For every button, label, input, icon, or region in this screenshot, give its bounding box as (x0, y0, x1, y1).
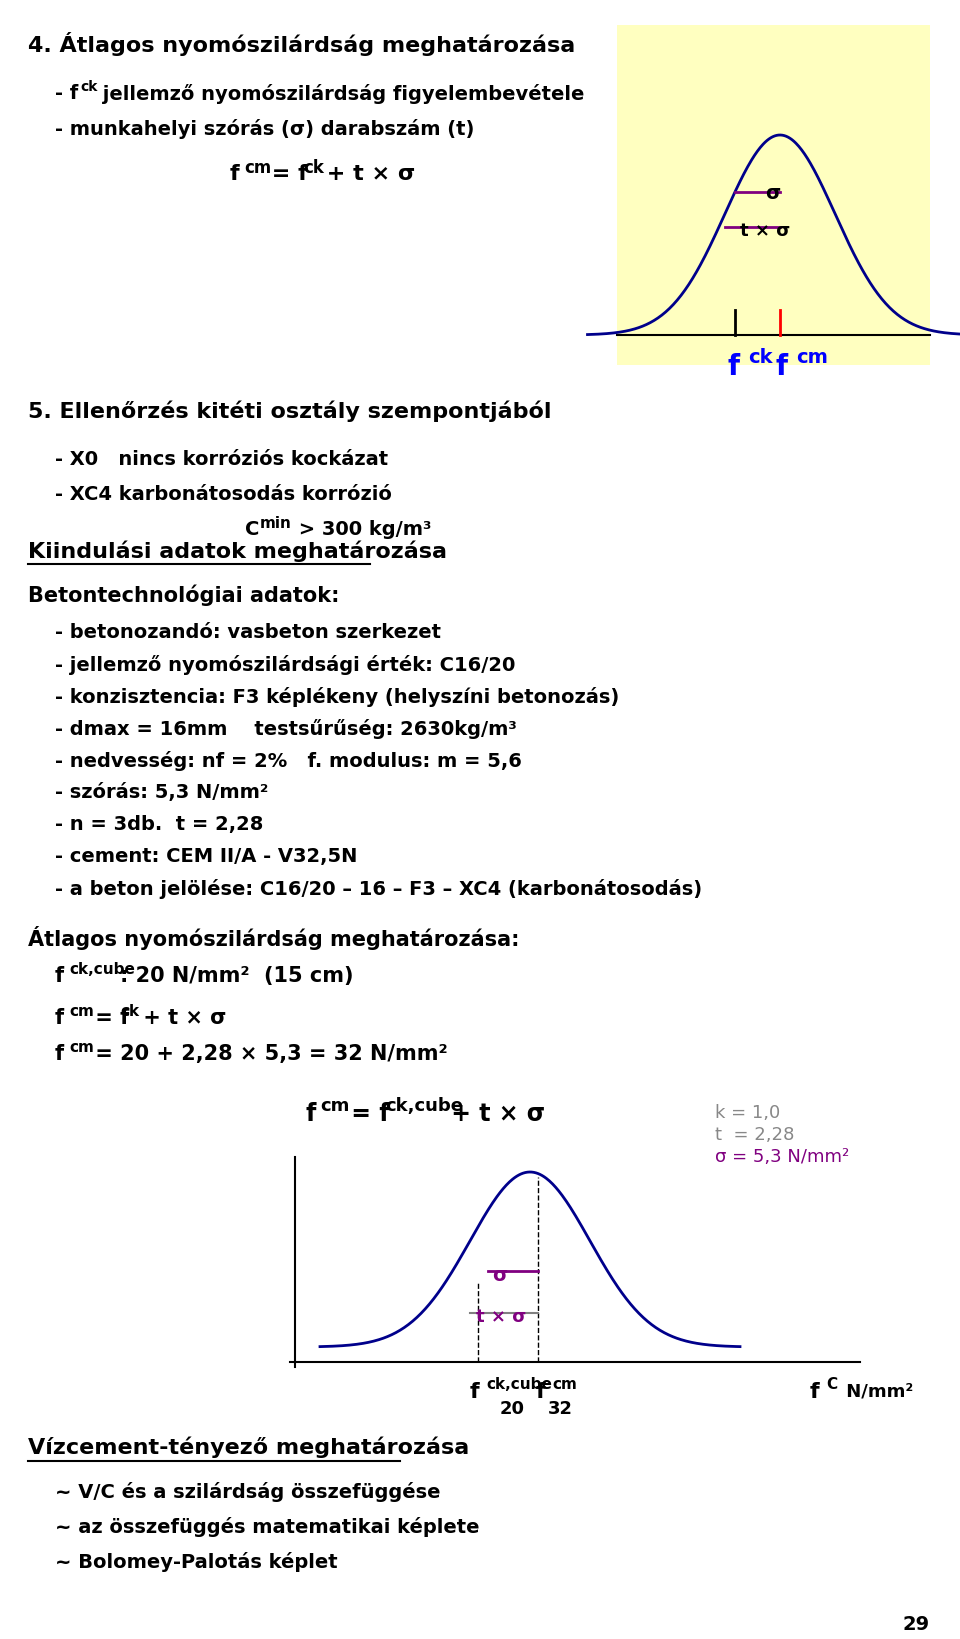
Text: - X0   nincs korróziós kockázat: - X0 nincs korróziós kockázat (55, 451, 388, 469)
Text: N/mm²: N/mm² (840, 1382, 913, 1400)
Text: - jellemző nyomószilárdsági érték: C16/20: - jellemző nyomószilárdsági érték: C16/2… (55, 656, 516, 675)
Text: ~ az összefüggés matematikai képlete: ~ az összefüggés matematikai képlete (55, 1518, 479, 1537)
Text: k = 1,0: k = 1,0 (715, 1105, 780, 1123)
Text: t × σ: t × σ (476, 1308, 526, 1326)
Text: 4. Átlagos nyomószilárdság meghatározása: 4. Átlagos nyomószilárdság meghatározása (28, 33, 575, 56)
Text: f: f (55, 1044, 64, 1064)
Text: f: f (727, 352, 739, 380)
Text: - cement: CEM II/A - V32,5N: - cement: CEM II/A - V32,5N (55, 847, 357, 865)
Text: t  = 2,28: t = 2,28 (715, 1126, 794, 1144)
Text: ck: ck (80, 80, 97, 93)
Text: > 300 kg/m³: > 300 kg/m³ (292, 520, 431, 539)
Text: 29: 29 (902, 1614, 930, 1634)
Text: σ: σ (765, 184, 780, 203)
Text: + t × σ: + t × σ (443, 1101, 545, 1126)
Text: - a beton jelölése: C16/20 – 16 – F3 – XC4 (karbonátosodás): - a beton jelölése: C16/20 – 16 – F3 – X… (55, 879, 702, 900)
Text: C: C (245, 520, 259, 539)
Text: - nedvesség: nf = 2%   f. modulus: m = 5,6: - nedvesség: nf = 2% f. modulus: m = 5,6 (55, 751, 522, 770)
Text: ck,cube: ck,cube (486, 1377, 552, 1392)
Text: f: f (55, 965, 64, 987)
Text: - szórás: 5,3 N/mm²: - szórás: 5,3 N/mm² (55, 783, 269, 801)
Text: f: f (775, 352, 787, 380)
Text: - f: - f (55, 84, 79, 103)
Text: σ: σ (492, 1265, 507, 1285)
Bar (617, 25, 930, 365)
Text: - XC4 karbonátosodás korrózió: - XC4 karbonátosodás korrózió (55, 485, 392, 505)
Text: Betontechnológiai adatok:: Betontechnológiai adatok: (28, 585, 340, 606)
Text: min: min (260, 516, 292, 531)
Text: ck: ck (748, 347, 773, 367)
Text: cm: cm (552, 1377, 577, 1392)
Text: Kiindulási adatok meghatározása: Kiindulási adatok meghatározása (28, 539, 447, 562)
Text: ~ Bolomey-Palotás képlet: ~ Bolomey-Palotás képlet (55, 1552, 338, 1572)
Text: 32: 32 (548, 1400, 573, 1418)
Text: cm: cm (244, 159, 272, 177)
Text: = f: = f (264, 164, 308, 184)
Text: cm: cm (69, 1005, 94, 1019)
Text: ck: ck (303, 159, 324, 177)
Text: f: f (470, 1382, 480, 1401)
Text: ck: ck (120, 1005, 139, 1019)
Text: Átlagos nyomószilárdság meghatározása:: Átlagos nyomószilárdság meghatározása: (28, 926, 519, 951)
Text: - konzisztencia: F3 képlékeny (helyszíni betonozás): - konzisztencia: F3 képlékeny (helyszíni… (55, 687, 619, 706)
Text: - dmax = 16mm    testsűrűség: 2630kg/m³: - dmax = 16mm testsűrűség: 2630kg/m³ (55, 720, 516, 739)
Text: - betonozandó: vasbeton szerkezet: - betonozandó: vasbeton szerkezet (55, 623, 441, 642)
Text: 20: 20 (500, 1400, 525, 1418)
Text: σ = 5,3 N/mm²: σ = 5,3 N/mm² (715, 1147, 850, 1165)
Text: ck,cube: ck,cube (385, 1096, 463, 1115)
Text: f: f (55, 1008, 64, 1028)
Text: f: f (305, 1101, 316, 1126)
Text: - n = 3db.  t = 2,28: - n = 3db. t = 2,28 (55, 815, 263, 834)
Text: f: f (810, 1382, 820, 1401)
Text: ck,cube: ck,cube (69, 962, 134, 977)
Text: + t × σ: + t × σ (319, 164, 416, 184)
Text: = f: = f (88, 1008, 130, 1028)
Text: Vízcement-tényező meghatározása: Vízcement-tényező meghatározása (28, 1437, 469, 1459)
Text: cm: cm (320, 1096, 349, 1115)
Text: = 20 + 2,28 × 5,3 = 32 N/mm²: = 20 + 2,28 × 5,3 = 32 N/mm² (88, 1044, 447, 1064)
Text: C: C (826, 1377, 837, 1392)
Text: f: f (230, 164, 240, 184)
Text: f: f (536, 1382, 545, 1401)
Text: cm: cm (69, 1041, 94, 1056)
Text: - munkahelyi szórás (σ) darabszám (t): - munkahelyi szórás (σ) darabszám (t) (55, 120, 474, 139)
Text: 5. Ellenőrzés kitéti osztály szempontjából: 5. Ellenőrzés kitéti osztály szempontjáb… (28, 400, 551, 421)
Text: t × σ: t × σ (740, 221, 790, 239)
Text: + t × σ: + t × σ (136, 1008, 227, 1028)
Text: = f: = f (343, 1101, 390, 1126)
Text: jellemző nyomószilárdság figyelembevétele: jellemző nyomószilárdság figyelembevétel… (96, 84, 585, 103)
Text: : 20 N/mm²  (15 cm): : 20 N/mm² (15 cm) (120, 965, 353, 987)
Text: ~ V/C és a szilárdság összefüggése: ~ V/C és a szilárdság összefüggése (55, 1482, 441, 1501)
Text: cm: cm (796, 347, 828, 367)
